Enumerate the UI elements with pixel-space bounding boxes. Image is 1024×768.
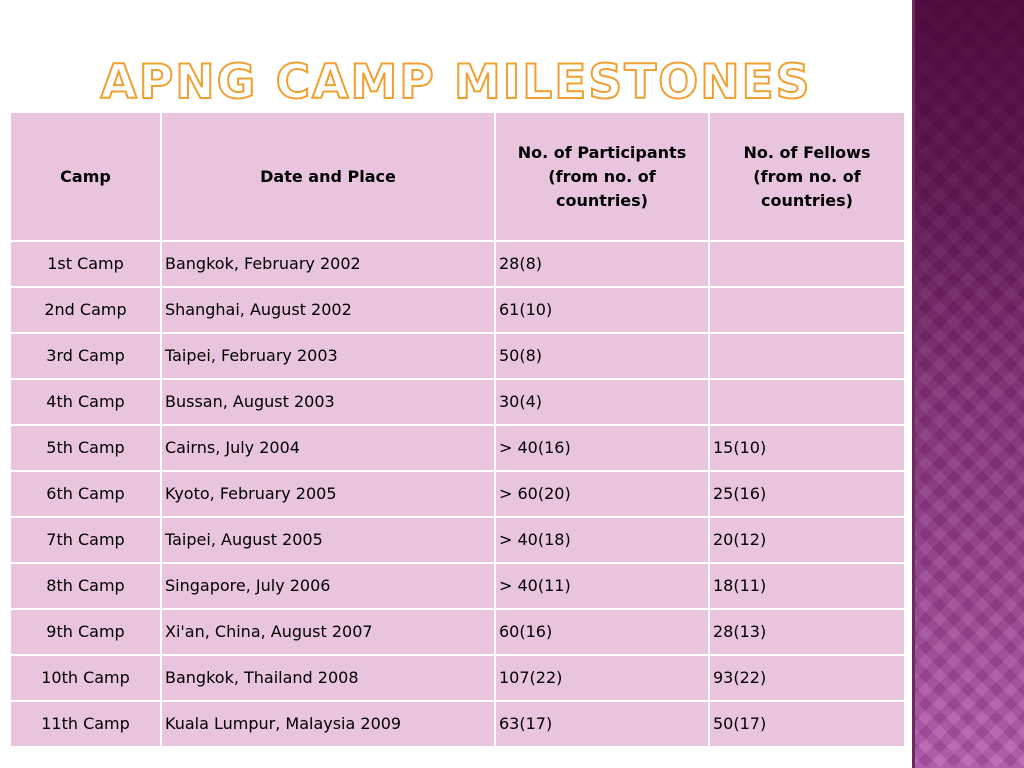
fellows-cell: 93(22) xyxy=(708,654,906,702)
participants-cell: > 40(18) xyxy=(494,516,710,564)
camp-cell: 1st Camp xyxy=(9,240,162,288)
table-row: 11th Camp Kuala Lumpur, Malaysia 2009 63… xyxy=(9,700,906,748)
header-fellows: No. of Fellows (from no. of countries) xyxy=(708,111,906,242)
table-row: 2nd Camp Shanghai, August 2002 61(10) xyxy=(9,286,906,334)
fellows-cell: 50(17) xyxy=(708,700,906,748)
camp-cell: 8th Camp xyxy=(9,562,162,610)
camp-cell: 6th Camp xyxy=(9,470,162,518)
table-row: 9th Camp Xi'an, China, August 2007 60(16… xyxy=(9,608,906,656)
camp-cell: 4th Camp xyxy=(9,378,162,426)
participants-cell: 30(4) xyxy=(494,378,710,426)
participants-cell: 28(8) xyxy=(494,240,710,288)
fellows-cell: 15(10) xyxy=(708,424,906,472)
fellows-cell: 28(13) xyxy=(708,608,906,656)
date-place-cell: Kyoto, February 2005 xyxy=(160,470,496,518)
participants-cell: 60(16) xyxy=(494,608,710,656)
table-row: 8th Camp Singapore, July 2006 > 40(11) 1… xyxy=(9,562,906,610)
header-date-place: Date and Place xyxy=(160,111,496,242)
table-row: 6th Camp Kyoto, February 2005 > 60(20) 2… xyxy=(9,470,906,518)
participants-cell: 63(17) xyxy=(494,700,710,748)
participants-cell: 107(22) xyxy=(494,654,710,702)
date-place-cell: Bangkok, February 2002 xyxy=(160,240,496,288)
slide-title: APNG CAMP MILESTONES xyxy=(99,54,812,111)
table-row: 7th Camp Taipei, August 2005 > 40(18) 20… xyxy=(9,516,906,564)
date-place-cell: Xi'an, China, August 2007 xyxy=(160,608,496,656)
side-panel-edge xyxy=(912,0,915,768)
table-row: 4th Camp Bussan, August 2003 30(4) xyxy=(9,378,906,426)
camp-cell: 5th Camp xyxy=(9,424,162,472)
date-place-cell: Bussan, August 2003 xyxy=(160,378,496,426)
fellows-cell xyxy=(708,378,906,426)
camp-cell: 10th Camp xyxy=(9,654,162,702)
decorative-side-panel xyxy=(912,0,1024,768)
fellows-cell xyxy=(708,332,906,380)
date-place-cell: Kuala Lumpur, Malaysia 2009 xyxy=(160,700,496,748)
date-place-cell: Cairns, July 2004 xyxy=(160,424,496,472)
date-place-cell: Taipei, February 2003 xyxy=(160,332,496,380)
milestones-table: Camp Date and Place No. of Participants … xyxy=(9,111,906,748)
table-row: 10th Camp Bangkok, Thailand 2008 107(22)… xyxy=(9,654,906,702)
camp-cell: 11th Camp xyxy=(9,700,162,748)
camp-cell: 9th Camp xyxy=(9,608,162,656)
table-row: 5th Camp Cairns, July 2004 > 40(16) 15(1… xyxy=(9,424,906,472)
fellows-cell: 20(12) xyxy=(708,516,906,564)
fellows-cell xyxy=(708,286,906,334)
participants-cell: > 40(16) xyxy=(494,424,710,472)
table-row: 1st Camp Bangkok, February 2002 28(8) xyxy=(9,240,906,288)
fellows-cell: 18(11) xyxy=(708,562,906,610)
fellows-cell xyxy=(708,240,906,288)
header-camp: Camp xyxy=(9,111,162,242)
camp-cell: 3rd Camp xyxy=(9,332,162,380)
date-place-cell: Taipei, August 2005 xyxy=(160,516,496,564)
date-place-cell: Bangkok, Thailand 2008 xyxy=(160,654,496,702)
date-place-cell: Shanghai, August 2002 xyxy=(160,286,496,334)
camp-cell: 7th Camp xyxy=(9,516,162,564)
camp-cell: 2nd Camp xyxy=(9,286,162,334)
fellows-cell: 25(16) xyxy=(708,470,906,518)
table-header-row: Camp Date and Place No. of Participants … xyxy=(9,111,906,242)
date-place-cell: Singapore, July 2006 xyxy=(160,562,496,610)
header-participants: No. of Participants (from no. of countri… xyxy=(494,111,710,242)
participants-cell: > 40(11) xyxy=(494,562,710,610)
participants-cell: > 60(20) xyxy=(494,470,710,518)
participants-cell: 61(10) xyxy=(494,286,710,334)
participants-cell: 50(8) xyxy=(494,332,710,380)
table-row: 3rd Camp Taipei, February 2003 50(8) xyxy=(9,332,906,380)
